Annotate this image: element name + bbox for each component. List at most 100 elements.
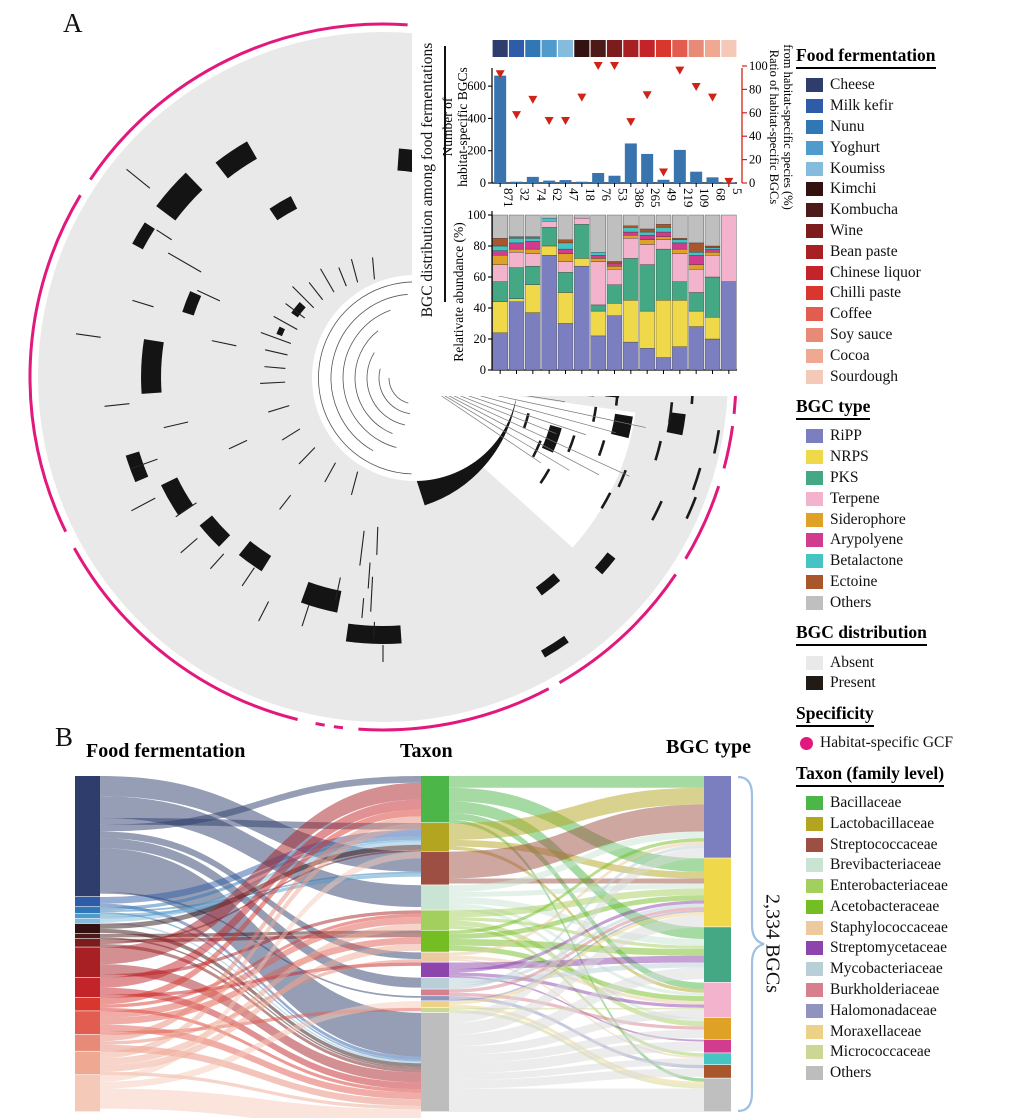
sankey-links-left xyxy=(100,776,421,1118)
legend-swatch xyxy=(806,78,823,93)
legend-swatch xyxy=(806,1024,823,1039)
svg-text:871: 871 xyxy=(501,188,516,208)
legend-item: Streptococcaceae xyxy=(796,834,1022,855)
legend-swatch xyxy=(806,533,823,548)
legend-column: Food fermentation Cheese Milk kefir Nunu Yo… xyxy=(796,36,1022,1084)
svg-text:5: 5 xyxy=(730,188,745,195)
legend-label: Others xyxy=(830,593,872,611)
legend-item: Bean paste xyxy=(796,241,1022,262)
legend-item: Enterobacteriaceae xyxy=(796,876,1022,897)
svg-text:74: 74 xyxy=(534,188,549,202)
legend-item: Burkholderiaceae xyxy=(796,980,1022,1001)
legend-label: Chinese liquor xyxy=(830,263,921,281)
legend-item: Absent xyxy=(796,652,1022,673)
stacked-bar-chart: 0 20 40 60 80 100 xyxy=(467,208,737,377)
habitat-specific-arc xyxy=(28,22,738,732)
legend-item: Siderophore xyxy=(796,509,1022,530)
legend-item: Nunu xyxy=(796,117,1022,138)
legend-swatch xyxy=(806,512,823,527)
svg-text:80: 80 xyxy=(749,82,762,96)
legend-label: Lactobacillaceae xyxy=(830,814,935,832)
sankey-nodes-bgc xyxy=(704,776,731,1112)
legend-item: RiPP xyxy=(796,426,1022,447)
legend-label: PKS xyxy=(830,468,859,486)
legend-swatch xyxy=(806,879,823,894)
bar-chart: 0 200 400 600 xyxy=(467,68,737,190)
legend-label: Staphylococcaceae xyxy=(830,918,948,936)
legend-label: Betalactone xyxy=(830,552,904,570)
legend-bgc-type: BGC type RiPP NRPS PKS Terpene Siderophore Ar… xyxy=(796,396,1022,613)
legend-label: Milk kefir xyxy=(830,97,894,115)
legend-item: Others xyxy=(796,592,1022,613)
legend-swatch xyxy=(806,595,823,610)
legend-swatch xyxy=(806,244,823,259)
legend-item: Coffee xyxy=(796,304,1022,325)
legend-label: Kimchi xyxy=(830,180,877,198)
svg-text:0: 0 xyxy=(480,363,486,377)
legend-item: Yoghurt xyxy=(796,137,1022,158)
stacked-ylabel: Relativate abundance (%) xyxy=(451,222,466,361)
svg-text:100: 100 xyxy=(749,59,768,73)
svg-text:600: 600 xyxy=(467,79,486,93)
legend-label: Bacillaceae xyxy=(830,793,902,811)
legend-label: Streptococcaceae xyxy=(830,835,938,853)
legend-label: Streptomycetaceae xyxy=(830,939,948,957)
sankey-header-food: Food fermentation xyxy=(86,740,246,762)
bar-ylabel: Number of habitat-specific BGCs xyxy=(440,67,470,187)
legend-label: Siderophore xyxy=(830,510,906,528)
legend-item: Acetobacteraceae xyxy=(796,897,1022,918)
legend-item: Milk kefir xyxy=(796,96,1022,117)
legend-swatch xyxy=(806,920,823,935)
legend-swatch xyxy=(806,1003,823,1018)
legend-swatch xyxy=(806,816,823,831)
svg-text:60: 60 xyxy=(474,270,487,284)
legend-label: RiPP xyxy=(830,427,862,445)
legend-item: Moraxellaceae xyxy=(796,1021,1022,1042)
legend-swatch xyxy=(806,203,823,218)
legend-swatch xyxy=(806,369,823,384)
svg-text:60: 60 xyxy=(749,106,762,120)
svg-text:20: 20 xyxy=(474,332,487,346)
legend-label: Burkholderiaceae xyxy=(830,981,940,999)
svg-text:20: 20 xyxy=(749,153,762,167)
legend-item: Chilli paste xyxy=(796,283,1022,304)
legend-item: Others xyxy=(796,1063,1022,1084)
sankey-total-label: 2,334 BGCs xyxy=(761,894,784,993)
legend-item: Terpene xyxy=(796,488,1022,509)
legend-label: Moraxellaceae xyxy=(830,1022,922,1040)
legend-swatch xyxy=(806,1066,823,1081)
food-color-strip xyxy=(492,40,737,57)
inset-charts-panel: 0 200 400 600 0 20 40 60 80 100 871 32 74 62 47 18 76 53 3… xyxy=(412,24,796,396)
legend-swatch xyxy=(806,554,823,569)
legend-item: Staphylococcaceae xyxy=(796,917,1022,938)
legend-item: Habitat-specific GCF xyxy=(796,733,1022,754)
legend-item: Cheese xyxy=(796,75,1022,96)
sankey-nodes-food xyxy=(75,776,100,1112)
svg-text:62: 62 xyxy=(550,188,565,201)
legend-swatch xyxy=(806,182,823,197)
legend-swatch xyxy=(806,119,823,134)
legend-bgc-distribution: BGC distribution Absent Present xyxy=(796,622,1022,694)
legend-taxon: Taxon (family level) Bacillaceae Lactobac… xyxy=(796,763,1022,1084)
total-brace xyxy=(737,775,765,1113)
legend-label: Cheese xyxy=(830,76,875,94)
svg-text:habitat-specific BGCs: habitat-specific BGCs xyxy=(455,67,470,187)
legend-item: Bacillaceae xyxy=(796,793,1022,814)
legend-swatch xyxy=(800,736,813,750)
sankey-nodes-taxon xyxy=(421,776,449,1112)
legend-label: NRPS xyxy=(830,448,869,466)
legend-swatch xyxy=(806,491,823,506)
svg-text:80: 80 xyxy=(474,239,487,253)
legend-label: Nunu xyxy=(830,117,865,135)
legend-label: Wine xyxy=(830,221,863,239)
legend-label: Halomonadaceae xyxy=(830,1001,937,1019)
legend-item: Cocoa xyxy=(796,345,1022,366)
legend-item: Wine xyxy=(796,221,1022,242)
legend-swatch xyxy=(806,286,823,301)
ratio-ylabel: Ratio of habitat-specific BGCs from habit… xyxy=(767,44,795,210)
legend-swatch xyxy=(806,429,823,444)
legend-swatch xyxy=(806,962,823,977)
legend-title: BGC distribution xyxy=(796,622,1022,647)
legend-label: Mycobacteriaceae xyxy=(830,960,943,978)
